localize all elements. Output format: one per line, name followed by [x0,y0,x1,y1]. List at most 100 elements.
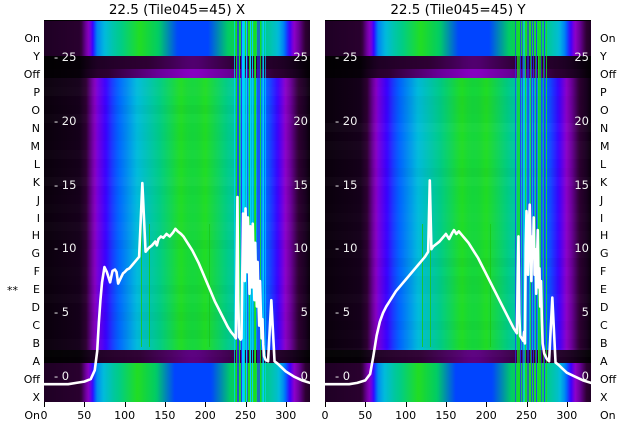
heatmap-striation-y-5 [523,21,526,402]
heatmap-striation-x-18 [263,21,265,402]
x-tick-label-y-0: 0 [321,409,329,422]
heatmap-striation-x-3 [239,21,240,402]
x-tick-mark-x-0 [44,402,45,407]
category-label-e-14: E [600,283,607,297]
x-tick-label-y-50: 50 [358,409,373,422]
x-tick-label-x-200: 200 [194,409,216,422]
heatmap-striation-x-8 [247,21,249,402]
category-label-j-9: J [600,193,604,207]
heatmap-striation-y-4 [521,21,523,402]
heatmap-striation-x-19 [264,21,266,402]
category-label-off-19: Off [23,373,40,387]
heatmap-striation-x-14 [256,21,258,402]
heatmap-striation-y-2 [518,21,521,402]
y-tick-right-20-x: 20 [293,113,308,128]
x-tick-mark-y-300 [566,402,568,407]
x-tick-label-x-50: 50 [77,409,92,422]
category-label-on-0: On [24,32,40,45]
category-label-g-12: G [31,247,40,261]
category-label-n-5: N [31,121,40,135]
heatmap-panel-y[interactable]: - 25 25 - 20 20 - 15 15 - 10 10 - 5 5 - 0 0 [325,20,591,402]
x-tick-mark-x-300 [285,402,287,407]
category-label-off-19: Off [600,373,617,387]
heatmap-striation-x-12 [253,21,256,402]
x-tick-mark-x-50 [84,402,86,407]
x-tick-mark-y-0 [325,402,326,407]
heatmap-band-bright-bot-x [44,363,310,402]
profile-curve-path-x [44,181,310,386]
category-label-l-7: L [600,157,607,171]
category-label-f-13: F [600,265,607,279]
x-tick-label-y-200: 200 [475,409,497,422]
category-label-n-5: N [600,121,609,135]
y-tick-right-0-y: 0 [581,368,589,383]
category-label-m-6: M [30,139,41,153]
y-tick-left-25-y: - 25 [335,50,358,65]
category-label-y-1: Y [33,49,40,63]
y-tick-right-25-y: 25 [574,50,589,65]
y-tick-right-25-x: 25 [293,50,308,65]
category-label-off-2: Off [23,67,40,81]
profile-curve-y [325,179,591,386]
category-label-i-10: I [600,211,604,225]
heatmap-striation-x-9 [248,21,251,402]
x-axis-panel-x: 0 50 100 150 200 250 300 [40,402,310,436]
heatmap-band-dim-top-y [325,69,591,78]
heatmap-striation-y-0 [515,21,517,402]
heatmap-striation-x-16 [260,21,261,402]
y-tick-right-10-y: 10 [574,241,589,256]
y-tick-right-20-y: 20 [574,113,589,128]
category-label-d-15: D [31,301,40,315]
category-label-on-0: On [600,32,616,45]
category-axis-left: On Y Off P O N M L K J I H G F E ** D C B A Off X On [0,0,44,440]
heatmap-striation-x-5 [242,21,245,402]
x-tick-mark-x-100 [124,402,126,407]
y-tick-left-15-x: - 15 [54,177,77,192]
heatmap-needle-y-0 [429,223,431,348]
heatmap-striation-y-1 [516,21,518,402]
category-label-c-16: C [32,319,40,333]
y-tick-right-5-y: 5 [581,304,589,319]
category-label-k-8: K [600,175,608,189]
heatmap-band-bright-bot-y [325,363,591,402]
heatmap-striation-y-11 [532,21,535,402]
profile-curve-path-y [325,179,591,386]
heatmap-band-bright-top-y [325,21,591,57]
x-tick-label-x-0: 0 [40,409,48,422]
category-label-p-3: P [33,85,40,99]
category-label-h-11: H [31,229,40,243]
y-tick-left-25-x: - 25 [54,50,77,65]
heatmap-striation-x-0 [234,21,236,402]
heatmap-striation-x-13 [255,21,257,402]
y-tick-left-10-y: - 10 [335,241,358,256]
x-tick-mark-y-250 [526,402,528,407]
category-marker-asterisk: ** [7,284,18,298]
y-tick-right-0-x: 0 [300,368,308,383]
heatmap-striation-x-10 [250,21,252,402]
heatmap-panel-x[interactable]: - 25 25 - 20 20 - 15 15 - 10 10 - 5 5 - 0 0 [44,20,310,402]
heatmap-needle-x-1 [209,223,211,348]
heatmap-band-dim-top-x [44,69,310,78]
y-tick-left-5-y: - 5 [335,304,351,319]
y-tick-right-10-x: 10 [293,241,308,256]
x-tick-mark-y-150 [445,402,447,407]
x-tick-mark-x-200 [205,402,207,407]
heatmap-striation-x-11 [251,21,254,402]
y-tick-left-15-y: - 15 [335,177,358,192]
heatmap-needle-x-0 [148,223,150,348]
x-tick-label-x-300: 300 [275,409,297,422]
panel-y-title: 22.5 (Tile045=45) Y [390,2,526,18]
category-axis-right: On Y Off P O N M L K J I H G F E D C B A Off X On [596,0,640,440]
panel-x-title: 22.5 (Tile045=45) X [108,2,246,18]
category-label-k-8: K [32,175,40,189]
y-tick-left-0-y: - 0 [335,368,351,383]
category-label-x-20: X [32,391,40,404]
y-tick-left-20-y: - 20 [335,113,358,128]
x-tick-mark-y-50 [365,402,367,407]
heatmap-striation-x-4 [240,21,242,402]
y-tick-left-0-x: - 0 [54,368,70,383]
heatmap-striation-y-10 [531,21,533,402]
heatmap-striation-y-18 [544,21,546,402]
profile-curve-x [44,181,310,386]
heatmap-striation-y-13 [536,21,538,402]
